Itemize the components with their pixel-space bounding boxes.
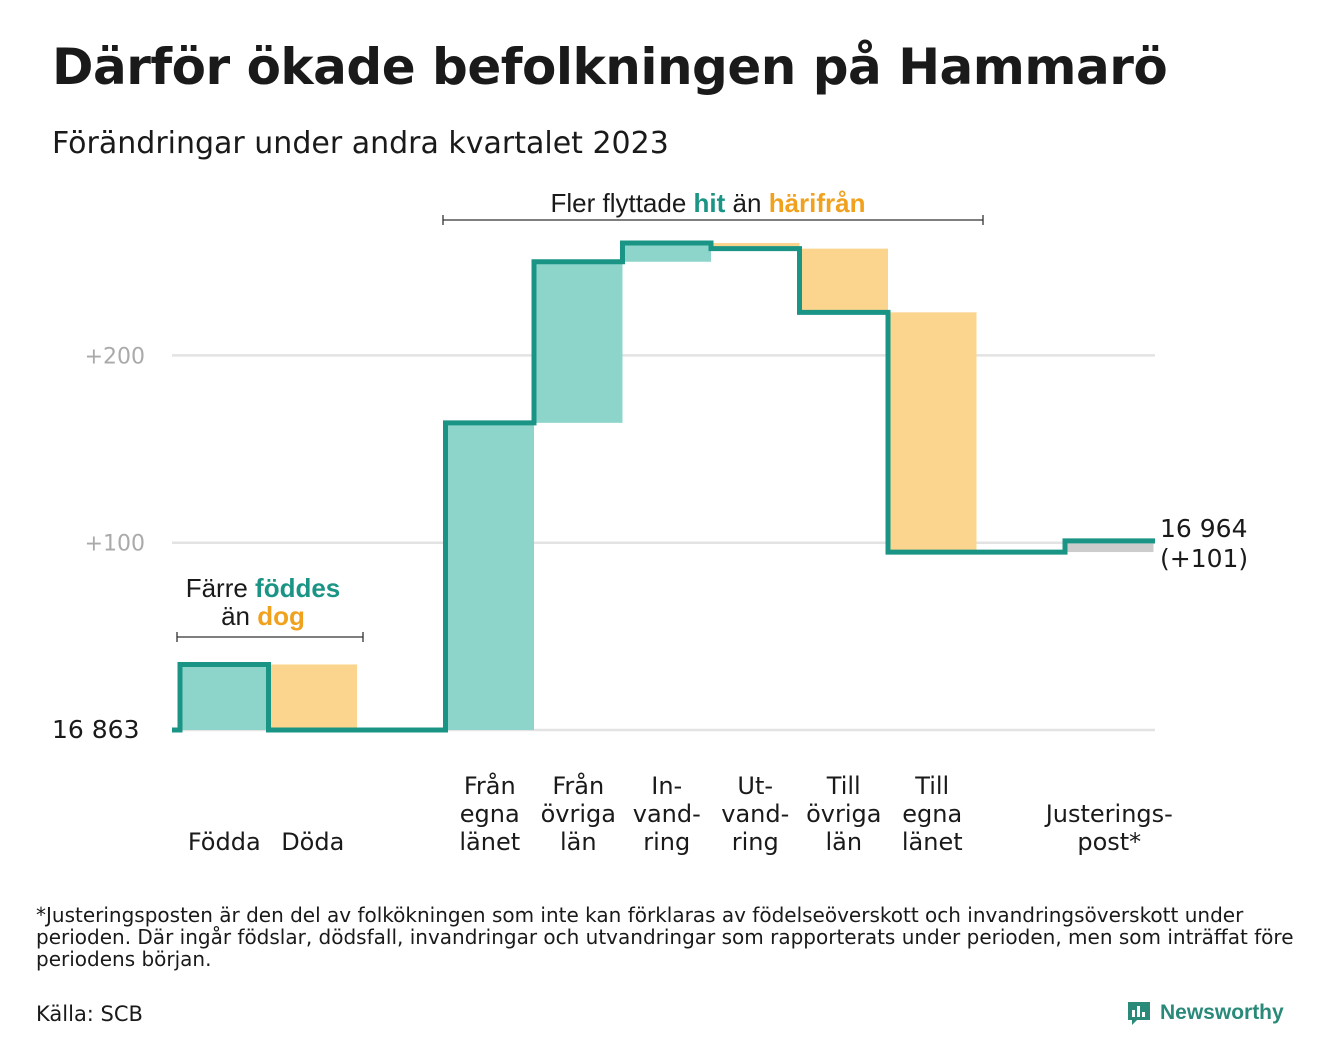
category-label: egna xyxy=(902,800,962,828)
end-value-label: 16 964 xyxy=(1160,514,1247,543)
category-label: länet xyxy=(459,828,520,856)
category-label: Från xyxy=(464,771,516,800)
y-tick-label: +100 xyxy=(85,532,145,557)
annotation-span: hit xyxy=(694,188,726,218)
waterfall-bar xyxy=(711,243,800,249)
births-annotation-line1: Färre föddes xyxy=(186,573,341,603)
category-label: Döda xyxy=(281,828,344,856)
waterfall-bar xyxy=(180,664,269,730)
brand-logo: Newsworthy xyxy=(1126,996,1284,1030)
waterfall-bar xyxy=(268,664,357,730)
category-label: Till xyxy=(914,772,949,800)
category-label: In- xyxy=(651,772,682,800)
footnote: *Justeringsposten är den del av folkökni… xyxy=(36,903,1294,971)
y-tick-label: +200 xyxy=(85,344,145,369)
migration-annotation: Fler flyttade hit än härifrån xyxy=(550,188,865,218)
category-label: ring xyxy=(732,828,779,856)
births-annotation-line2: än dog xyxy=(221,601,305,631)
annotation-span: föddes xyxy=(255,573,340,603)
annotation-span: dog xyxy=(257,601,305,631)
end-change-label: (+101) xyxy=(1160,544,1248,573)
category-label: övriga xyxy=(541,800,616,828)
annotation-span: härifrån xyxy=(769,188,866,218)
source-note: Källa: SCB xyxy=(36,1002,143,1026)
category-label: egna xyxy=(460,800,520,828)
annotation-span: än xyxy=(725,188,768,218)
category-label: länet xyxy=(902,828,963,856)
line-layer xyxy=(172,240,1155,733)
category-label: Till xyxy=(826,772,861,800)
chart-subtitle: Förändringar under andra kvartalet 2023 xyxy=(52,126,669,161)
chart-title: Därför ökade befolkningen på Hammarö xyxy=(52,38,1168,96)
category-label: Justerings- xyxy=(1044,800,1173,828)
annotation-span: Färre xyxy=(186,573,255,603)
brand-name: Newsworthy xyxy=(1160,1001,1284,1024)
waterfall-bar xyxy=(534,261,623,423)
waterfall-bar xyxy=(445,422,534,730)
start-value-label: 16 863 xyxy=(52,715,139,744)
waterfall-bar xyxy=(622,243,711,262)
waterfall-bar xyxy=(888,312,977,553)
cumulative-step-line xyxy=(172,240,1155,733)
bar-chart-speech-bubble-icon xyxy=(1128,1002,1150,1025)
category-label: vand- xyxy=(633,800,701,828)
category-label: övriga xyxy=(806,800,881,828)
category-label: Födda xyxy=(188,828,261,856)
annotation-span: Fler flyttade xyxy=(550,188,693,218)
waterfall-bar xyxy=(1065,540,1154,553)
category-label: Ut- xyxy=(737,772,773,800)
category-label: post* xyxy=(1077,828,1141,856)
category-label: län xyxy=(825,828,862,856)
category-label: län xyxy=(560,828,597,856)
category-label: ring xyxy=(643,828,690,856)
annotation-span: än xyxy=(221,601,257,631)
bar-layer xyxy=(180,243,1154,730)
category-label: Från xyxy=(552,771,604,800)
category-label: vand- xyxy=(721,800,789,828)
waterfall-bar xyxy=(799,248,888,313)
